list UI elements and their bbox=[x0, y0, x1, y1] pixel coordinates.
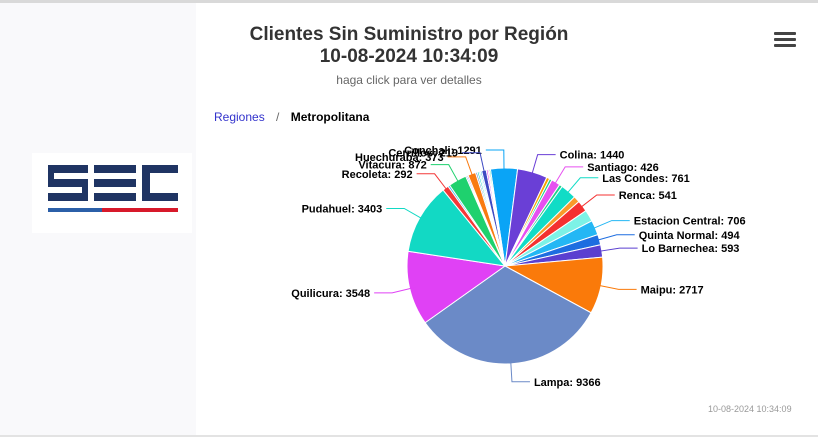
top-border bbox=[0, 0, 818, 3]
pie-connector bbox=[416, 173, 450, 194]
bottom-border bbox=[0, 435, 818, 437]
pie-connector bbox=[447, 156, 475, 180]
pie-label: Quinta Normal: 494 bbox=[639, 230, 741, 242]
pie-connector bbox=[595, 247, 638, 253]
breadcrumb-regiones-link[interactable]: Regiones bbox=[214, 110, 265, 124]
pie-label: Colina: 1440 bbox=[560, 150, 625, 162]
pie-label: Estacion Central: 706 bbox=[634, 216, 746, 228]
pie-label: Renca: 541 bbox=[619, 190, 677, 202]
breadcrumb-separator: / bbox=[276, 110, 280, 124]
pie-label: Lampa: 9366 bbox=[534, 377, 601, 389]
pie-label: Recoleta: 292 bbox=[342, 169, 413, 181]
chart-subtitle: haga click para ver detalles bbox=[336, 73, 482, 87]
chart-title-line1: Clientes Sin Suministro por Región bbox=[249, 24, 569, 45]
pie-connector bbox=[595, 284, 637, 290]
pie-connector bbox=[564, 177, 599, 197]
pie-label: Conchali: 1291 bbox=[404, 145, 482, 157]
chart-timestamp: 10-08-2024 10:34:09 bbox=[708, 404, 792, 414]
pie-label: Huechuraba: 373 bbox=[355, 152, 444, 164]
pie-slice-30[interactable] bbox=[488, 168, 506, 267]
pie-connector bbox=[589, 220, 630, 231]
pie-connector bbox=[510, 357, 530, 383]
pie-connector bbox=[530, 154, 556, 178]
breadcrumb-current: Metropolitana bbox=[290, 110, 370, 124]
pie-connector bbox=[485, 149, 505, 175]
sec-logo bbox=[32, 153, 192, 233]
pie-label: Cerrillos: 219 bbox=[388, 148, 458, 160]
pie-label: Lo Barnechea: 593 bbox=[642, 243, 740, 255]
chart-title: Clientes Sin Suministro por Región 10-08… bbox=[0, 24, 818, 68]
hamburger-menu-icon[interactable] bbox=[774, 32, 796, 50]
pie-label: Maipu: 2717 bbox=[641, 284, 704, 296]
pie-connector bbox=[386, 207, 426, 221]
pie-connector bbox=[430, 164, 461, 186]
pie-connector bbox=[552, 166, 584, 188]
pie-label: Quilicura: 3548 bbox=[291, 288, 370, 300]
pie-connector bbox=[577, 194, 615, 211]
pie-connector bbox=[462, 152, 486, 177]
pie-label: Pudahuel: 3403 bbox=[302, 203, 383, 215]
breadcrumb: Regiones / Metropolitana bbox=[214, 110, 369, 124]
pie-label: Las Condes: 761 bbox=[602, 173, 689, 185]
pie-connector bbox=[593, 234, 635, 242]
pie-label: Vitacura: 872 bbox=[358, 160, 426, 172]
pie-label: Santiago: 426 bbox=[587, 162, 659, 174]
pie-connector bbox=[374, 286, 416, 294]
chart-title-line2: 10-08-2024 10:34:09 bbox=[319, 46, 499, 67]
